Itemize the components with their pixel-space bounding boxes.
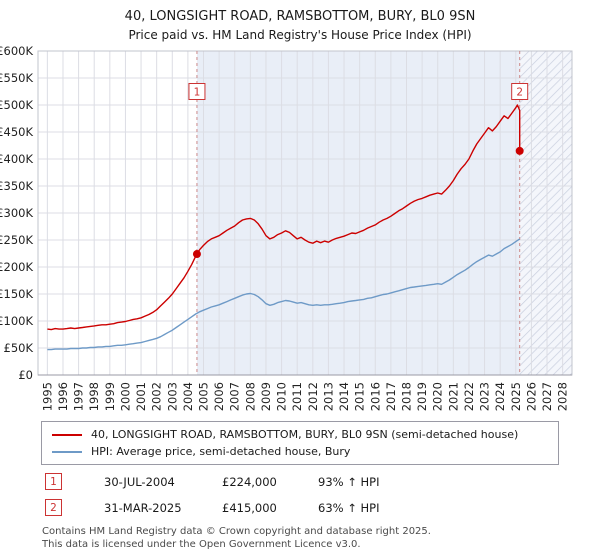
y-tick-label: £200K bbox=[0, 260, 33, 274]
x-tick-label: 2022 bbox=[462, 382, 476, 411]
sale-point-dot bbox=[192, 250, 201, 259]
legend-row-hpi: HPI: Average price, semi-detached house,… bbox=[42, 443, 558, 460]
sale-2-marker-badge: 2 bbox=[45, 499, 62, 517]
x-tick-label: 1999 bbox=[103, 382, 117, 411]
x-tick-label: 2007 bbox=[228, 382, 242, 411]
sale-annotations: 1 30-JUL-2004 £224,000 93% ↑ HPI 2 31-MA… bbox=[0, 473, 600, 517]
sale-annotation-2: 2 31-MAR-2025 £415,000 63% ↑ HPI bbox=[45, 499, 600, 517]
x-tick-label: 2006 bbox=[212, 382, 226, 411]
y-tick-label: £350K bbox=[0, 179, 33, 193]
chart-subtitle: Price paid vs. HM Land Registry's House … bbox=[128, 27, 472, 42]
x-tick-label: 2015 bbox=[353, 382, 367, 411]
y-tick-label: £450K bbox=[0, 125, 33, 139]
property-line-swatch bbox=[52, 433, 82, 436]
chart-title: 40, LONGSIGHT ROAD, RAMSBOTTOM, BURY, BL… bbox=[124, 9, 476, 24]
y-tick-label: £400K bbox=[0, 152, 33, 166]
sale-point-dot bbox=[515, 147, 524, 156]
x-tick-label: 2027 bbox=[540, 382, 554, 411]
y-tick-label: £100K bbox=[0, 314, 33, 328]
legend-row-property: 40, LONGSIGHT ROAD, RAMSBOTTOM, BURY, BL… bbox=[42, 426, 558, 443]
x-tick-label: 2016 bbox=[368, 382, 382, 411]
chart-legend: 40, LONGSIGHT ROAD, RAMSBOTTOM, BURY, BL… bbox=[41, 421, 559, 466]
x-tick-label: 2013 bbox=[321, 382, 335, 411]
copyright-footer: Contains HM Land Registry data © Crown c… bbox=[42, 525, 600, 551]
sale-2-price: £415,000 bbox=[222, 500, 277, 515]
x-tick-label: 2001 bbox=[134, 382, 148, 411]
x-tick-label: 2008 bbox=[243, 382, 257, 411]
y-tick-label: £50K bbox=[4, 341, 34, 355]
x-tick-label: 2005 bbox=[197, 382, 211, 411]
x-tick-label: 2025 bbox=[509, 382, 523, 411]
title-block: 40, LONGSIGHT ROAD, RAMSBOTTOM, BURY, BL… bbox=[0, 0, 600, 45]
sale-annotation-1: 1 30-JUL-2004 £224,000 93% ↑ HPI bbox=[45, 473, 600, 491]
x-tick-label: 1997 bbox=[72, 382, 86, 411]
x-tick-label: 2002 bbox=[150, 382, 164, 411]
sale-marker-box bbox=[511, 83, 529, 101]
copyright-line-1: Contains HM Land Registry data © Crown c… bbox=[42, 526, 431, 538]
hpi-line-swatch bbox=[52, 450, 82, 453]
x-tick-label: 2026 bbox=[524, 382, 538, 411]
y-tick-label: £250K bbox=[0, 233, 33, 247]
y-tick-label: £300K bbox=[0, 206, 33, 220]
property-price-line bbox=[47, 104, 521, 331]
y-tick-label: £600K bbox=[0, 45, 33, 58]
x-tick-label: 2012 bbox=[306, 382, 320, 411]
hpi-line bbox=[47, 238, 521, 351]
sale-1-marker-badge: 1 bbox=[45, 473, 62, 491]
x-tick-label: 2024 bbox=[493, 382, 507, 411]
x-tick-label: 2000 bbox=[118, 382, 132, 411]
sale-1-hpi-delta: 93% ↑ HPI bbox=[318, 474, 380, 489]
x-tick-label: 2020 bbox=[431, 382, 445, 411]
x-tick-label: 2028 bbox=[556, 382, 570, 411]
sale-1-price: £224,000 bbox=[222, 474, 277, 489]
sale-marker-box bbox=[188, 83, 206, 101]
copyright-line-2: This data is licensed under the Open Gov… bbox=[42, 539, 361, 551]
y-tick-label: £0 bbox=[18, 368, 33, 382]
x-tick-label: 2014 bbox=[337, 382, 351, 411]
x-tick-label: 2011 bbox=[290, 382, 304, 411]
legend-label-property: 40, LONGSIGHT ROAD, RAMSBOTTOM, BURY, BL… bbox=[91, 428, 519, 442]
x-tick-label: 2021 bbox=[446, 382, 460, 411]
sale-2-hpi-delta: 63% ↑ HPI bbox=[318, 500, 380, 515]
price-history-chart: £0 £50K £100K £150K £200K £250K £300K £350K £400… bbox=[0, 45, 573, 412]
x-tick-label: 2009 bbox=[259, 382, 273, 411]
x-tick-label: 1996 bbox=[56, 382, 70, 411]
x-tick-label: 2004 bbox=[181, 382, 195, 411]
sale-marker-number: 2 bbox=[516, 87, 523, 99]
legend-label-hpi: HPI: Average price, semi-detached house,… bbox=[91, 445, 351, 459]
sale-2-date: 31-MAR-2025 bbox=[104, 500, 182, 515]
x-tick-label: 1995 bbox=[40, 382, 54, 411]
x-tick-label: 2017 bbox=[384, 382, 398, 411]
x-tick-label: 2018 bbox=[399, 382, 413, 411]
x-tick-label: 2019 bbox=[415, 382, 429, 411]
y-tick-label: £150K bbox=[0, 287, 33, 301]
sale-marker-number: 1 bbox=[194, 87, 201, 99]
x-tick-label: 2010 bbox=[275, 382, 289, 411]
x-tick-label: 1998 bbox=[87, 382, 101, 411]
y-tick-label: £550K bbox=[0, 71, 33, 85]
sale-1-date: 30-JUL-2004 bbox=[104, 474, 175, 489]
y-tick-label: £500K bbox=[0, 98, 33, 112]
x-tick-label: 2003 bbox=[165, 382, 179, 411]
x-tick-label: 2023 bbox=[478, 382, 492, 411]
